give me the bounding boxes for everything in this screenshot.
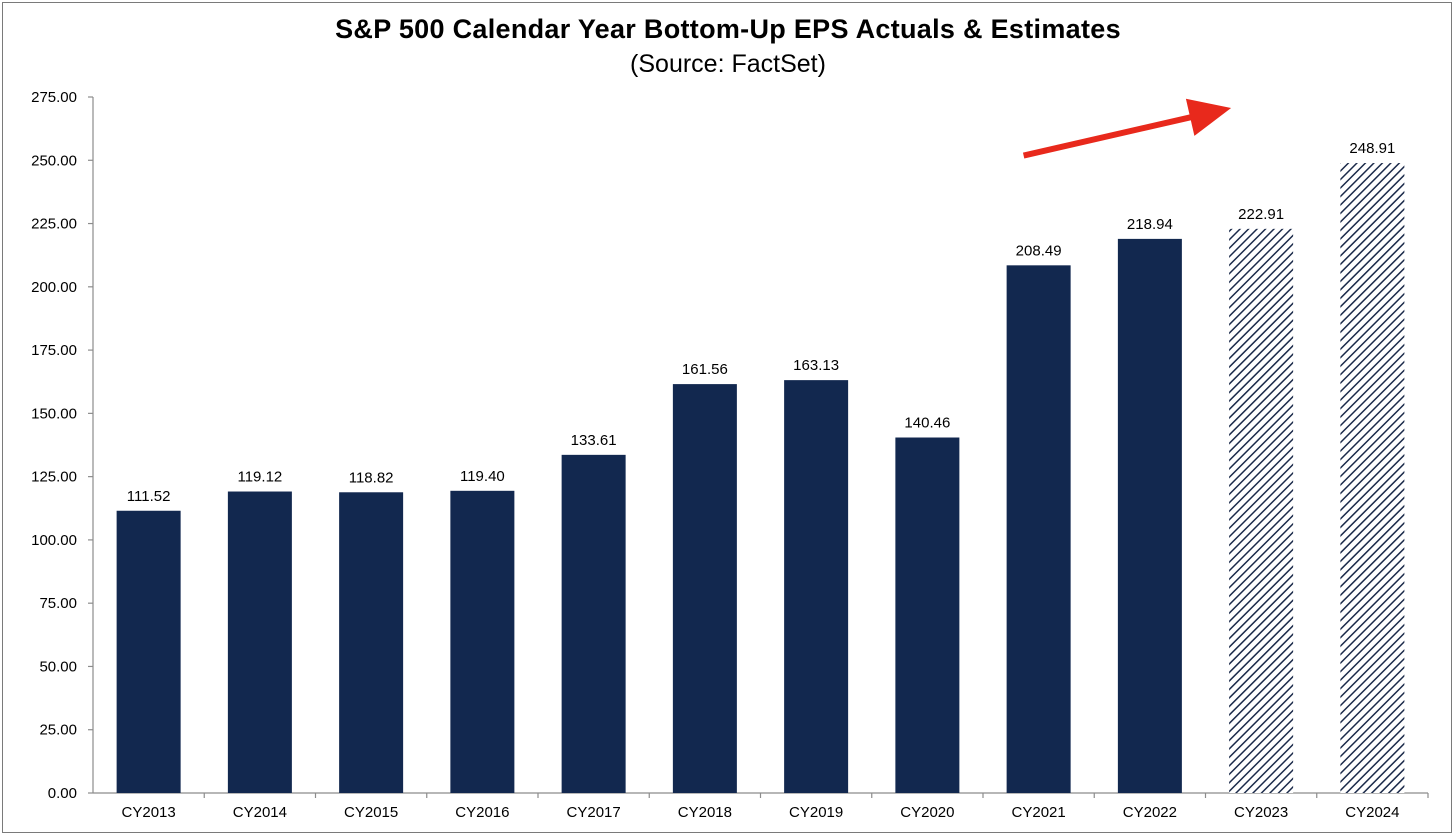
- y-tick-label: 175.00: [31, 342, 77, 359]
- x-tick-label-cy2018: CY2018: [678, 804, 732, 821]
- data-label-cy2016: 119.40: [460, 468, 505, 485]
- bar-cy2020: [895, 437, 960, 793]
- chart-subtitle: (Source: FactSet): [630, 50, 826, 78]
- y-tick-label: 75.00: [39, 595, 77, 612]
- x-tick-label-cy2023: CY2023: [1234, 804, 1288, 821]
- x-tick-label-cy2021: CY2021: [1012, 804, 1066, 821]
- data-label-cy2019: 163.13: [793, 357, 839, 374]
- data-label-cy2013: 111.52: [127, 488, 171, 505]
- x-tick-label-cy2013: CY2013: [122, 804, 176, 821]
- data-label-cy2021: 208.49: [1016, 242, 1062, 259]
- bar-cy2023: [1229, 228, 1294, 793]
- data-label-cy2015: 118.82: [349, 469, 394, 486]
- bar-cy2019: [784, 380, 849, 793]
- bar-cy2014: [227, 491, 292, 793]
- trend-arrow-annotation: [1022, 98, 1232, 159]
- x-axis: CY2013 CY2014 CY2015 CY2016 CY2017 CY2018 CY20…: [93, 792, 1429, 821]
- data-labels: 111.52 119.12 118.82 119.40 133.61 161.56 163.…: [127, 140, 1396, 505]
- data-label-cy2017: 133.61: [571, 432, 617, 449]
- y-tick-label: 0.00: [48, 785, 77, 802]
- trend-arrow-head: [1185, 98, 1232, 136]
- bar-cy2018: [672, 384, 737, 793]
- data-label-cy2018: 161.56: [682, 361, 728, 378]
- y-tick-label: 200.00: [31, 279, 77, 296]
- x-tick-label-cy2015: CY2015: [344, 804, 398, 821]
- bars: [116, 163, 1405, 794]
- y-tick-label: 25.00: [39, 722, 77, 739]
- bar-cy2017: [561, 454, 626, 793]
- x-tick-label-cy2014: CY2014: [233, 804, 287, 821]
- y-tick-label: 225.00: [31, 216, 77, 233]
- data-label-cy2023: 222.91: [1238, 206, 1284, 223]
- data-label-cy2024: 248.91: [1349, 140, 1395, 157]
- data-label-cy2014: 119.12: [237, 469, 282, 486]
- y-tick-label: 125.00: [31, 469, 77, 486]
- x-tick-label-cy2024: CY2024: [1345, 804, 1399, 821]
- bar-cy2021: [1006, 265, 1071, 793]
- x-tick-label-cy2020: CY2020: [900, 804, 954, 821]
- y-tick-label: 100.00: [31, 532, 77, 549]
- y-axis: 0.00 25.00 50.00 75.00 100.00 125.00 150.00 175…: [31, 89, 94, 802]
- chart-title: S&P 500 Calendar Year Bottom-Up EPS Actu…: [335, 14, 1121, 44]
- bar-cy2013: [116, 510, 181, 793]
- y-tick-label: 250.00: [31, 152, 77, 169]
- y-tick-label: 275.00: [31, 89, 77, 106]
- x-tick-label-cy2016: CY2016: [455, 804, 509, 821]
- x-tick-label-cy2019: CY2019: [789, 804, 843, 821]
- trend-arrow-shaft: [1022, 113, 1193, 159]
- bar-cy2024: [1340, 163, 1405, 793]
- x-tick-label-cy2017: CY2017: [567, 804, 621, 821]
- bar-cy2016: [450, 490, 515, 793]
- data-label-cy2020: 140.46: [904, 415, 950, 432]
- bar-cy2022: [1117, 238, 1182, 794]
- x-tick-label-cy2022: CY2022: [1123, 804, 1177, 821]
- bar-cy2015: [339, 492, 404, 793]
- data-label-cy2022: 218.94: [1127, 216, 1173, 233]
- y-tick-label: 50.00: [39, 658, 77, 675]
- y-tick-label: 150.00: [31, 405, 77, 422]
